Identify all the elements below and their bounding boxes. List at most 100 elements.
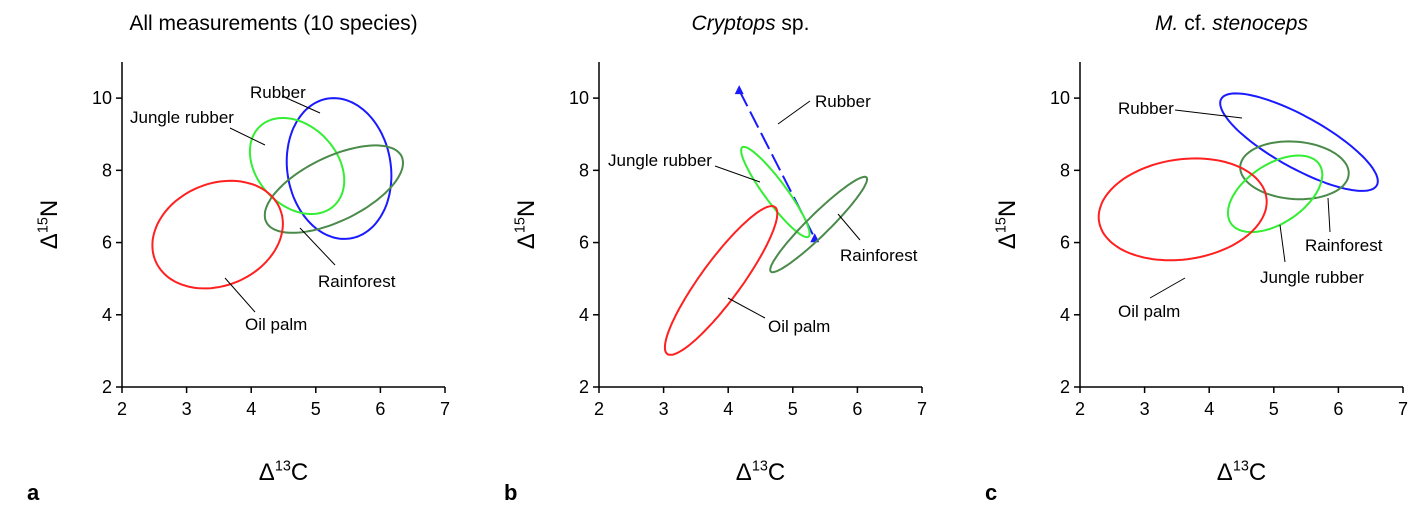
x-tick-label: 7 — [1398, 399, 1408, 419]
title-part: All measurements (10 species) — [129, 12, 417, 35]
panel-letter: b — [504, 480, 517, 505]
y-tick-label: 8 — [1060, 160, 1070, 180]
x-tick-label: 7 — [440, 399, 450, 419]
x-tick-label: 7 — [917, 399, 927, 419]
panel-title: All measurements (10 species) — [129, 12, 417, 35]
y-tick-label: 8 — [579, 160, 589, 180]
leader-line — [281, 95, 321, 114]
y-tick-label: 6 — [1060, 233, 1070, 253]
axis-label: Δ15N — [35, 200, 63, 249]
panel-title: Cryptops sp. — [692, 12, 810, 35]
axis-symbol: Δ — [36, 233, 63, 249]
axis-element: C — [768, 459, 785, 486]
series-label: Oil palm — [245, 315, 307, 334]
leader-line — [1279, 224, 1286, 263]
axis-superscript: 13 — [1233, 458, 1249, 474]
ellipse — [1219, 92, 1379, 192]
title-part: cf. — [1178, 12, 1212, 35]
leader-line — [1327, 197, 1331, 233]
ellipse — [1226, 154, 1324, 234]
axis-element: N — [36, 200, 63, 217]
series-label: Rainforest — [1305, 236, 1383, 255]
x-tick-label: 2 — [594, 399, 604, 419]
series-line — [738, 89, 816, 239]
axis-label: Δ13C — [736, 458, 785, 486]
series-label: Rubber — [250, 83, 306, 102]
leader-line — [229, 127, 266, 146]
x-tick-label: 3 — [1140, 399, 1150, 419]
title-part: M. — [1155, 12, 1178, 35]
ellipse — [740, 145, 811, 239]
y-tick-label: 10 — [92, 88, 112, 108]
y-tick-label: 6 — [102, 233, 112, 253]
x-tick-label: 3 — [182, 399, 192, 419]
leader-line — [777, 100, 811, 125]
x-tick-label: 6 — [852, 399, 862, 419]
ellipse — [769, 175, 869, 274]
point-marker — [734, 85, 744, 95]
axis-superscript: 15 — [993, 217, 1009, 233]
ellipse — [663, 205, 779, 356]
axis-label: Δ15N — [993, 200, 1021, 249]
title-part: sp. — [776, 12, 810, 35]
leader-line — [837, 213, 861, 241]
panel-title: M. cf. stenoceps — [1155, 12, 1308, 35]
axis-element: C — [291, 459, 308, 486]
y-tick-label: 2 — [1060, 377, 1070, 397]
y-tick-label: 2 — [102, 377, 112, 397]
axis-symbol: Δ — [513, 233, 540, 249]
x-tick-label: 4 — [723, 399, 733, 419]
y-tick-label: 8 — [102, 160, 112, 180]
x-tick-label: 6 — [375, 399, 385, 419]
axis-superscript: 13 — [275, 458, 291, 474]
series-label: Jungle rubber — [1260, 268, 1364, 287]
leader-line — [1174, 109, 1243, 119]
panel-letter: a — [27, 480, 40, 505]
axis-symbol: Δ — [736, 459, 752, 486]
leader-line — [714, 165, 761, 183]
leader-line — [299, 227, 336, 266]
x-tick-label: 5 — [788, 399, 798, 419]
series-label: Rubber — [815, 92, 871, 111]
ellipse — [285, 97, 393, 240]
ellipse — [263, 144, 405, 234]
y-tick-label: 4 — [1060, 305, 1070, 325]
series-label: Jungle rubber — [130, 108, 234, 127]
ellipse — [248, 117, 346, 215]
title-part: Cryptops — [692, 12, 777, 35]
x-tick-label: 6 — [1333, 399, 1343, 419]
axis-superscript: 15 — [35, 217, 51, 233]
y-tick-label: 4 — [579, 305, 589, 325]
series-label: Oil palm — [1118, 302, 1180, 321]
x-tick-label: 4 — [246, 399, 256, 419]
x-tick-label: 4 — [1204, 399, 1214, 419]
axis-element: C — [1249, 459, 1266, 486]
series-label: Oil palm — [768, 317, 830, 336]
title-part: stenoceps — [1212, 12, 1308, 35]
ellipse — [1097, 157, 1268, 262]
leader-line — [727, 297, 766, 319]
series-label: Rainforest — [318, 272, 396, 291]
x-tick-label: 5 — [311, 399, 321, 419]
axis-label: Δ13C — [1217, 458, 1266, 486]
y-tick-label: 2 — [579, 377, 589, 397]
axis-symbol: Δ — [994, 233, 1021, 249]
ellipse — [151, 179, 284, 290]
axis-label: Δ15N — [512, 200, 540, 249]
x-tick-label: 2 — [117, 399, 127, 419]
x-tick-label: 5 — [1269, 399, 1279, 419]
y-tick-label: 6 — [579, 233, 589, 253]
leader-line — [224, 277, 256, 313]
series-label: Jungle rubber — [608, 151, 712, 170]
axis-superscript: 13 — [752, 458, 768, 474]
y-tick-label: 10 — [569, 88, 589, 108]
y-tick-label: 10 — [1050, 88, 1070, 108]
y-tick-label: 4 — [102, 305, 112, 325]
axis-symbol: Δ — [1217, 459, 1233, 486]
x-tick-label: 2 — [1075, 399, 1085, 419]
panel-letter: c — [985, 480, 997, 505]
x-tick-label: 3 — [659, 399, 669, 419]
series-label: Rainforest — [840, 246, 918, 265]
axis-label: Δ13C — [259, 458, 308, 486]
